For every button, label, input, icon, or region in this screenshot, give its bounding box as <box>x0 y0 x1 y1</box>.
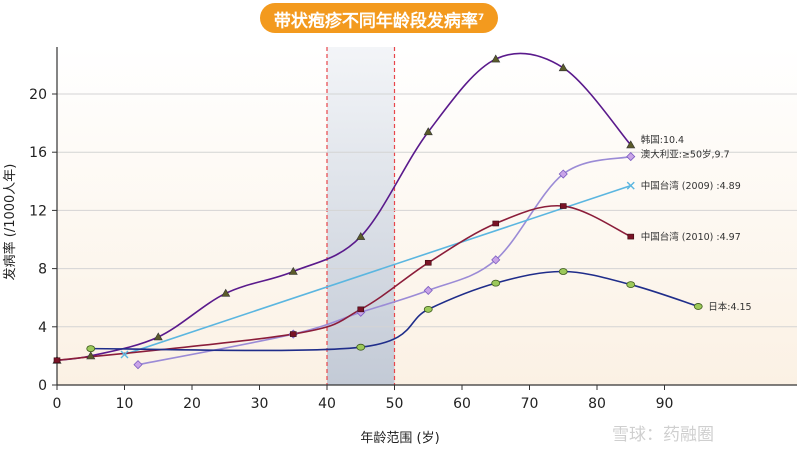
data-point-circle <box>356 343 366 351</box>
highlight-band <box>326 47 396 385</box>
highlight-band-fill <box>327 47 395 385</box>
data-point-circle <box>693 303 703 310</box>
x-tick-label: 20 <box>183 396 201 412</box>
x-axis-title: 年龄范围 (岁) <box>360 431 439 446</box>
series-end-label-3: 中国台湾 (2009) :4.89 <box>641 180 741 192</box>
axes: 0 4 8 12 16 20 0 10 20 30 40 50 60 70 80 90 <box>29 47 797 412</box>
plot-background <box>57 47 797 385</box>
data-point-triangle <box>423 127 433 136</box>
x-tick-label: 40 <box>318 396 336 412</box>
data-point-diamond <box>133 360 143 370</box>
data-point-square <box>53 357 61 364</box>
x-tick-label: 70 <box>521 396 539 412</box>
data-point-square <box>627 233 635 240</box>
data-point-x <box>626 181 635 190</box>
series-line-4 <box>56 204 632 362</box>
data-point-square <box>357 306 365 313</box>
x-tick-label: 90 <box>656 396 674 412</box>
data-point-square <box>289 331 297 337</box>
series-end-label-5: 日本:4.15 <box>708 301 751 313</box>
data-point-triangle <box>356 231 366 240</box>
data-point-circle <box>423 305 433 313</box>
x-tick-label: 50 <box>386 396 404 412</box>
data-point-triangle <box>221 288 231 297</box>
plot-area <box>57 47 797 385</box>
x-tick-label: 80 <box>588 396 606 412</box>
data-point-circle <box>626 281 636 289</box>
x-tick-label: 10 <box>116 396 134 412</box>
series-end-label-4: 中国台湾 (2010) :4.97 <box>641 231 741 243</box>
x-tick-label: 30 <box>251 396 269 412</box>
y-tick-label: 8 <box>38 262 47 278</box>
y-tick-label: 4 <box>38 320 47 336</box>
series-line-1 <box>56 52 632 362</box>
data-point-diamond <box>491 255 501 265</box>
y-tick-label: 12 <box>29 203 47 219</box>
x-tick-label: 0 <box>53 396 62 412</box>
y-tick-label: 20 <box>29 87 47 103</box>
data-point-diamond <box>558 169 568 179</box>
data-point-circle <box>558 268 568 275</box>
data-point-triangle <box>288 266 298 275</box>
data-point-triangle <box>558 63 568 72</box>
series-line-3 <box>124 184 632 356</box>
x-tick-label: 60 <box>453 396 471 412</box>
data-point-triangle <box>626 140 636 149</box>
data-point-diamond <box>626 151 636 162</box>
grid-lines <box>57 93 797 328</box>
series-end-label-2: 澳大利亚:≥50岁,9.7 <box>641 149 730 161</box>
chart-title-superscript: 7 <box>477 13 485 23</box>
chart-title-text: 带状疱疹不同年龄段发病率 <box>273 11 478 32</box>
series-end-label-1: 韩国:10.4 <box>641 134 684 146</box>
series-markers <box>52 54 703 370</box>
data-point-diamond <box>423 285 433 295</box>
data-point-x <box>120 350 129 359</box>
y-axis-title: 发病率 (/1000人年) <box>2 164 18 281</box>
data-point-triangle <box>153 332 163 341</box>
series-line-5 <box>90 270 699 352</box>
data-point-square <box>492 220 500 227</box>
data-point-triangle <box>86 351 96 360</box>
data-point-square <box>559 203 567 209</box>
y-tick-label: 16 <box>29 145 47 161</box>
data-point-square <box>424 259 432 266</box>
series-end-labels: 韩国:10.4 澳大利亚:≥50岁,9.7 中国台湾 (2009) :4.89 中国台… <box>641 134 752 313</box>
data-point-circle <box>86 345 96 353</box>
data-point-triangle <box>491 54 501 63</box>
y-tick-label: 0 <box>38 378 47 394</box>
watermark-text: 雪球：药融圈 <box>612 425 714 445</box>
chart-title: 带状疱疹不同年龄段发病率7 <box>260 3 498 33</box>
data-point-circle <box>491 279 501 287</box>
series-lines <box>56 52 699 366</box>
